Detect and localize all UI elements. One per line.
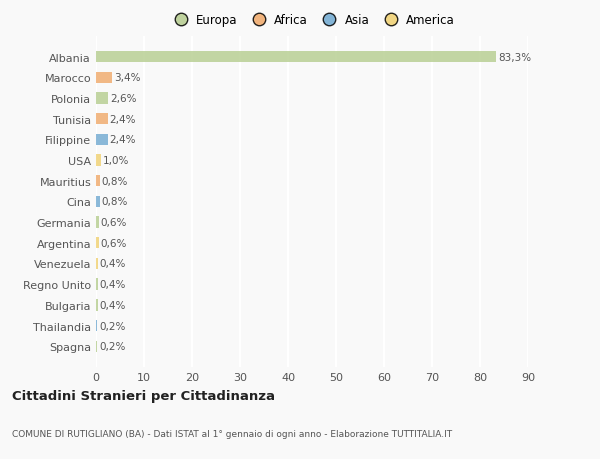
Bar	[96, 93, 109, 104]
Text: 0,2%: 0,2%	[99, 321, 125, 331]
Text: 0,4%: 0,4%	[100, 300, 126, 310]
Text: 0,2%: 0,2%	[99, 341, 125, 352]
Bar	[96, 320, 97, 331]
Legend: Europa, Africa, Asia, America: Europa, Africa, Asia, America	[164, 10, 460, 32]
Bar	[96, 300, 98, 311]
Bar	[96, 341, 97, 352]
Bar	[96, 73, 112, 84]
Bar	[96, 134, 107, 146]
Bar	[96, 279, 98, 290]
Bar	[96, 176, 100, 187]
Text: 0,6%: 0,6%	[101, 218, 127, 228]
Bar	[96, 238, 99, 249]
Text: 2,6%: 2,6%	[110, 94, 137, 104]
Bar	[96, 114, 107, 125]
Bar	[96, 217, 99, 228]
Text: 0,8%: 0,8%	[102, 176, 128, 186]
Bar	[96, 155, 101, 166]
Text: 2,4%: 2,4%	[109, 135, 136, 145]
Text: 0,4%: 0,4%	[100, 259, 126, 269]
Text: 0,4%: 0,4%	[100, 280, 126, 290]
Text: 3,4%: 3,4%	[114, 73, 141, 83]
Bar	[96, 52, 496, 63]
Text: COMUNE DI RUTIGLIANO (BA) - Dati ISTAT al 1° gennaio di ogni anno - Elaborazione: COMUNE DI RUTIGLIANO (BA) - Dati ISTAT a…	[12, 429, 452, 438]
Text: 1,0%: 1,0%	[103, 156, 129, 166]
Bar	[96, 196, 100, 207]
Text: 2,4%: 2,4%	[109, 114, 136, 124]
Text: 83,3%: 83,3%	[498, 52, 531, 62]
Text: 0,8%: 0,8%	[102, 197, 128, 207]
Bar	[96, 258, 98, 269]
Text: Cittadini Stranieri per Cittadinanza: Cittadini Stranieri per Cittadinanza	[12, 389, 275, 403]
Text: 0,6%: 0,6%	[101, 238, 127, 248]
